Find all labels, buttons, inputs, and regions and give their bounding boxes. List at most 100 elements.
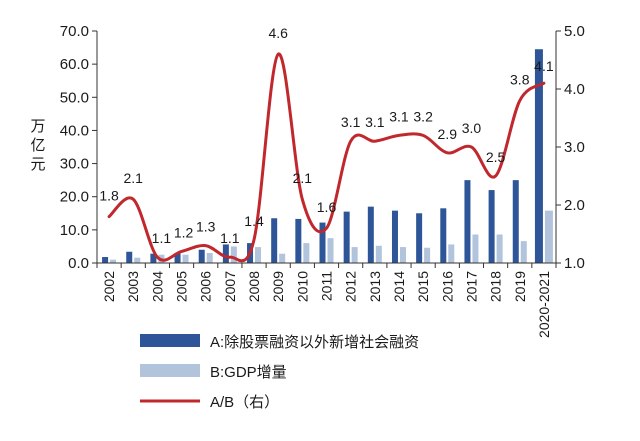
x-tick-label: 2014 bbox=[391, 271, 407, 302]
bar-b-2012 bbox=[351, 247, 358, 263]
x-tick-label: 2003 bbox=[125, 271, 141, 302]
legend-swatch-a bbox=[140, 334, 200, 347]
data-label-2019: 3.8 bbox=[510, 72, 530, 88]
left-tick-label: 10.0 bbox=[60, 222, 89, 239]
bar-b-2018 bbox=[496, 234, 503, 263]
x-tick-label: 2020-2021 bbox=[536, 271, 552, 338]
bar-b-2013 bbox=[375, 245, 382, 263]
left-tick-label: 30.0 bbox=[60, 156, 89, 173]
bar-b-2005 bbox=[182, 254, 189, 263]
bar-a-2003 bbox=[126, 251, 133, 263]
plot-area bbox=[102, 49, 553, 263]
bar-a-2013 bbox=[367, 206, 374, 263]
bar-b-2009 bbox=[279, 253, 286, 263]
bar-a-2007 bbox=[222, 244, 229, 263]
x-tick-label: 2005 bbox=[174, 271, 190, 302]
data-label-2007: 1.1 bbox=[220, 230, 240, 246]
data-label-2017: 3.0 bbox=[462, 120, 482, 136]
bar-a-2010 bbox=[295, 218, 302, 263]
data-label-2018: 2.5 bbox=[486, 149, 506, 165]
legend-label: A:除股票融资以外新增社会融资 bbox=[210, 334, 419, 351]
bar-b-2017 bbox=[472, 234, 479, 263]
bar-b-2014 bbox=[399, 247, 406, 263]
legend-label: B:GDP增量 bbox=[210, 364, 287, 381]
x-tick-label: 2007 bbox=[222, 271, 238, 302]
x-tick-label: 2006 bbox=[198, 271, 214, 302]
data-label-2015: 3.2 bbox=[413, 108, 433, 124]
right-tick-label: 2.0 bbox=[564, 197, 585, 214]
y-axis-label-char: 万 bbox=[30, 118, 45, 135]
bar-b-2015 bbox=[424, 247, 431, 263]
bar-a-2006 bbox=[198, 249, 205, 263]
legend-swatch-b bbox=[140, 364, 200, 377]
x-tick-label: 2017 bbox=[463, 271, 479, 302]
bar-b-2020-2021 bbox=[544, 210, 553, 263]
x-tick-label: 2008 bbox=[246, 271, 262, 302]
y-axis-label-char: 亿 bbox=[30, 137, 45, 154]
bar-a-2005 bbox=[174, 253, 181, 263]
right-tick-label: 5.0 bbox=[564, 23, 585, 40]
legend-label: A/B（右） bbox=[210, 394, 279, 411]
bar-a-2018 bbox=[488, 190, 495, 263]
bar-b-2007 bbox=[230, 246, 237, 263]
data-label-2004: 1.1 bbox=[152, 230, 172, 246]
bar-b-2008 bbox=[255, 247, 262, 263]
x-tick-label: 2010 bbox=[294, 271, 310, 302]
x-tick-label: 2013 bbox=[367, 271, 383, 302]
data-label-2013: 3.1 bbox=[365, 114, 385, 130]
data-label-2014: 3.1 bbox=[389, 108, 409, 124]
data-label-2012: 3.1 bbox=[341, 114, 361, 130]
left-tick-label: 40.0 bbox=[60, 122, 89, 139]
x-tick-label: 2002 bbox=[101, 271, 117, 302]
legend: A:除股票融资以外新增社会融资 B:GDP增量 A/B（右） bbox=[140, 334, 419, 411]
bar-a-2019 bbox=[512, 180, 519, 263]
bar-a-2011 bbox=[319, 222, 326, 263]
x-tick-label: 2015 bbox=[415, 271, 431, 302]
left-tick-label: 70.0 bbox=[60, 23, 89, 40]
bar-b-2011 bbox=[327, 238, 334, 263]
y-axis-label-char: 元 bbox=[30, 156, 45, 173]
bar-a-2014 bbox=[391, 210, 398, 263]
bar-a-2017 bbox=[464, 180, 471, 263]
data-label-2008: 1.4 bbox=[244, 213, 264, 229]
x-tick-label: 2016 bbox=[439, 271, 455, 302]
right-tick-label: 4.0 bbox=[564, 81, 585, 98]
bar-a-2004 bbox=[150, 253, 157, 263]
bar-a-2015 bbox=[416, 213, 423, 263]
bar-a-2020-2021 bbox=[534, 49, 543, 263]
data-labels: 1.82.11.1 1.2 1.31.11.44.62.11.63.1 3.1 3.1 3… bbox=[99, 25, 554, 246]
axes: 0.0 10.0 20.0 30.0 40.0 50.0 60.0 70.0 1.0 2.0 3.0… bbox=[30, 23, 584, 338]
bar-b-2002 bbox=[110, 259, 117, 263]
x-tick-label: 2009 bbox=[270, 271, 286, 302]
left-tick-label: 50.0 bbox=[60, 89, 89, 106]
x-tick-label: 2011 bbox=[319, 271, 335, 301]
bar-a-2016 bbox=[440, 208, 447, 263]
ratio-line bbox=[107, 52, 546, 263]
bar-b-2003 bbox=[134, 257, 141, 263]
x-tick-label: 2004 bbox=[149, 271, 165, 302]
data-label-2002: 1.8 bbox=[99, 188, 119, 204]
data-label-2003: 2.1 bbox=[124, 170, 144, 186]
left-tick-label: 60.0 bbox=[60, 56, 89, 73]
data-label-2011: 1.6 bbox=[317, 199, 337, 215]
bar-b-2006 bbox=[206, 253, 213, 263]
data-label-2009: 4.6 bbox=[268, 25, 288, 41]
right-tick-label: 1.0 bbox=[564, 255, 585, 272]
left-tick-label: 20.0 bbox=[60, 189, 89, 206]
data-label-2010: 2.1 bbox=[293, 170, 313, 186]
bar-a-2012 bbox=[343, 211, 350, 263]
left-tick-label: 0.0 bbox=[68, 255, 89, 272]
x-tick-label: 2012 bbox=[343, 271, 359, 302]
bar-b-2019 bbox=[520, 241, 527, 263]
bar-a-2002 bbox=[102, 257, 109, 263]
x-tick-label: 2019 bbox=[512, 271, 528, 302]
data-label-2016: 2.9 bbox=[438, 126, 458, 142]
bar-b-2016 bbox=[448, 244, 455, 263]
data-label-2020-2021: 4.1 bbox=[534, 58, 554, 74]
data-label-2005: 1.2 bbox=[174, 224, 194, 240]
bar-b-2010 bbox=[303, 243, 310, 263]
bar-a-2009 bbox=[271, 218, 278, 263]
x-tick-label: 2018 bbox=[488, 271, 504, 302]
right-tick-label: 3.0 bbox=[564, 139, 585, 156]
